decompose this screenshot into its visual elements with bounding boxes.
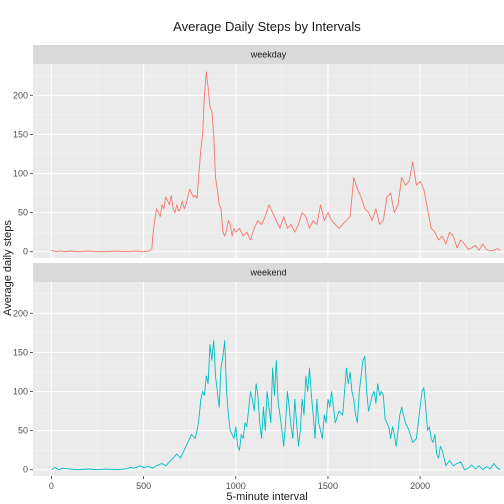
x-tick-label: 2000 bbox=[410, 481, 430, 491]
y-tick-label: 50 bbox=[18, 208, 28, 218]
strip-label-weekday: weekday bbox=[250, 50, 287, 60]
chart-title: Average Daily Steps by Intervals bbox=[173, 19, 361, 34]
panel-background bbox=[33, 64, 504, 258]
x-tick-label: 0 bbox=[49, 481, 54, 491]
panel-background bbox=[33, 282, 504, 476]
y-tick-label: 100 bbox=[13, 169, 28, 179]
strip-weekday bbox=[33, 45, 504, 64]
y-tick-label: 100 bbox=[13, 387, 28, 397]
panel-weekend: weekend 0 50 100 150 200 bbox=[13, 263, 504, 476]
series-line-weekday bbox=[51, 71, 501, 253]
strip-label-weekend: weekend bbox=[249, 268, 286, 278]
panel-weekday: weekday 0 50 100 150 200 bbox=[13, 45, 504, 258]
panels: weekday 0 50 100 150 200 weekend 0 50 100 150 200 bbox=[13, 45, 504, 476]
strip-weekend bbox=[33, 263, 504, 282]
series-line-weekend bbox=[51, 340, 501, 471]
y-tick-label: 0 bbox=[23, 465, 28, 475]
x-tick-label: 1500 bbox=[318, 481, 338, 491]
x-axis-title: 5-minute interval bbox=[226, 491, 307, 503]
y-tick-label: 150 bbox=[13, 347, 28, 357]
y-tick-label: 200 bbox=[13, 90, 28, 100]
y-tick-label: 150 bbox=[13, 129, 28, 139]
x-tick-label: 500 bbox=[136, 481, 151, 491]
y-axis-title: Average daily steps bbox=[2, 220, 14, 316]
y-tick-label: 200 bbox=[13, 308, 28, 318]
y-tick-label: 0 bbox=[23, 247, 28, 257]
y-tick-label: 50 bbox=[18, 426, 28, 436]
x-axis: 0 500 1000 1500 2000 bbox=[49, 476, 430, 491]
x-tick-label: 1000 bbox=[226, 481, 246, 491]
